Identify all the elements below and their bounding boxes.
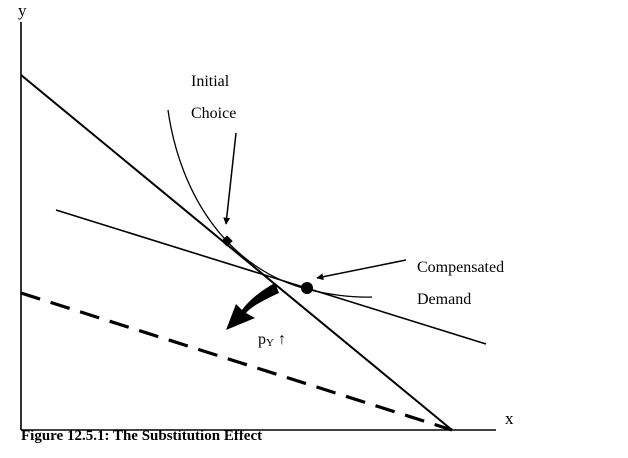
new-budget-line bbox=[20, 291, 453, 432]
compensated-budget-line bbox=[55, 209, 487, 345]
y-axis-label: y bbox=[18, 1, 27, 20]
figure-caption: Figure 12.5.1: The Substitution Effect bbox=[21, 428, 262, 444]
compensated-demand-label-line1: Compensated bbox=[417, 259, 504, 276]
price-change-arrow bbox=[226, 283, 279, 330]
price-change-label: pY ↑ bbox=[258, 331, 286, 349]
initial-budget-line bbox=[20, 74, 453, 431]
initial-choice-arrow bbox=[223, 132, 237, 225]
initial-choice-label-line2: Choice bbox=[191, 105, 236, 122]
indifference-curve bbox=[167, 109, 373, 298]
initial-choice-point bbox=[221, 235, 233, 247]
compensated-demand-label-line2: Demand bbox=[417, 291, 471, 308]
initial-choice-label-line1: Initial bbox=[191, 73, 230, 90]
compensated-demand-arrow bbox=[316, 259, 407, 281]
compensated-demand-point bbox=[301, 282, 313, 294]
x-axis-label: x bbox=[505, 409, 514, 428]
